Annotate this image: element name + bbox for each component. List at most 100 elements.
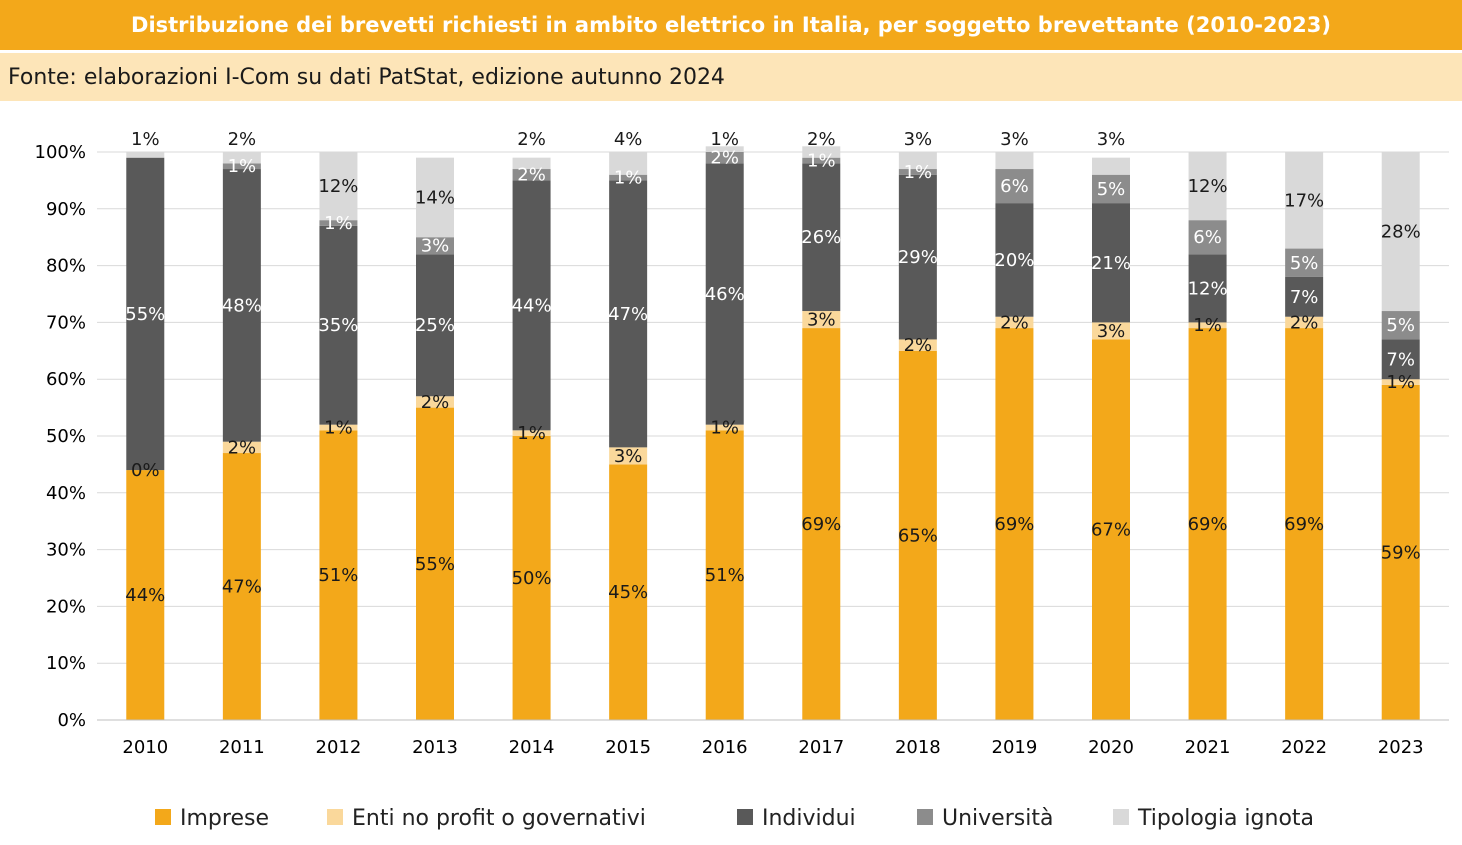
x-tick-label: 2012 [316,737,362,758]
data-label: 59% [1381,542,1421,563]
data-label: 2% [1000,312,1029,333]
legend-swatch [327,809,343,825]
data-label: 47% [222,577,262,598]
bar-segment [1285,152,1324,249]
bar-segment [802,311,841,329]
data-label: 2% [228,129,257,150]
data-label: 1% [324,213,353,234]
data-label: 6% [1000,176,1029,197]
legend-swatch [917,809,933,825]
legend-swatch [1113,809,1129,825]
bar-segment [609,174,648,181]
x-tick-label: 2023 [1378,737,1424,758]
bar-segment [705,152,744,164]
bar-segment [512,430,551,436]
legend-swatch [737,809,753,825]
bar-segment [512,436,551,720]
bar-segment [319,430,358,720]
x-tick-label: 2020 [1088,737,1134,758]
bar-segment [1285,316,1324,329]
data-label: 46% [705,284,745,305]
data-label: 51% [318,565,358,586]
bar-stack-2022: 69% 2% 7% 5% 17% [1284,152,1324,720]
bar-stack-2021: 69% 1% 12% 6% 12% [1188,152,1228,720]
data-label: 65% [898,525,938,546]
bar-segment [222,163,261,170]
y-tick-label: 60% [46,369,86,390]
bar-segment [222,152,261,164]
chart-title: Distribuzione dei brevetti richiesti in … [0,0,1462,50]
bar-segment [609,152,648,175]
bar-segment [705,146,744,152]
bar-stack-2010: 44% 0% 55% 1% [125,129,165,720]
data-label: 7% [1386,349,1415,370]
bar-segment [416,237,454,255]
y-tick-label: 0% [57,710,86,731]
bar-stack-2020: 67% 3% 21% 5% 3% [1091,129,1131,720]
bar-stack-2023: 59% 1%7% 5% 28% [1381,152,1421,720]
x-tick-label: 2015 [605,737,651,758]
data-label: 48% [222,295,262,316]
data-label: 45% [608,582,648,603]
x-tick-label: 2013 [412,737,458,758]
bar-segment [995,203,1034,317]
data-label: 3% [1097,321,1126,342]
bar-segment [416,254,454,397]
bar-segment [705,424,744,431]
bar-segment [1381,379,1420,385]
bar-segment [609,180,648,448]
data-label: 17% [1284,190,1324,211]
data-label: 1% [904,162,933,183]
data-label: 4% [614,129,643,150]
data-label: 69% [1188,514,1228,535]
legend-label: Imprese [180,806,269,831]
bar-segment [319,424,358,431]
data-label: 2% [1290,312,1319,333]
x-tick-label: 2022 [1281,737,1327,758]
data-label: 69% [994,514,1034,535]
bar-segment [1092,322,1130,340]
bar-segment [1092,339,1130,720]
data-label: 2% [421,392,450,413]
data-label: 2% [710,148,739,169]
x-tick-label: 2017 [798,737,844,758]
y-tick-label: 20% [46,596,86,617]
bar-segment [898,152,937,170]
data-label: 3% [614,446,643,467]
bar-segment [1188,152,1227,221]
bar-segment [898,174,937,340]
bar-segment [995,152,1034,170]
data-label: 51% [705,565,745,586]
legend-label: Tipologia ignota [1137,806,1314,831]
data-label: 1% [1193,315,1222,336]
data-label: 14% [415,187,455,208]
bar-segment [1092,174,1130,204]
bar-segment [126,470,165,720]
bar-segment [995,328,1034,720]
y-tick-label: 100% [35,142,86,163]
bar-segment [609,464,648,720]
data-label: 12% [318,176,358,197]
data-label: 0% [131,460,160,481]
data-label: 3% [1000,129,1029,150]
data-label: 3% [421,236,450,257]
bar-segment [1381,339,1420,380]
bar-stack-2013: 55% 2% 25% 3% 14% [415,157,455,720]
data-label: 20% [994,250,1034,271]
bar-segment [995,169,1034,204]
chart-source: Fonte: elaborazioni I-Com su dati PatSta… [0,53,1462,101]
x-tick-label: 2019 [992,737,1038,758]
data-label: 6% [1193,227,1222,248]
y-tick-label: 70% [46,312,86,333]
data-label: 29% [898,247,938,268]
data-label: 2% [517,129,546,150]
data-label: 3% [904,129,933,150]
bar-segment [416,157,454,238]
data-label: 2% [904,335,933,356]
data-label: 69% [1284,514,1324,535]
bar-segment [609,447,648,465]
data-label: 44% [512,295,552,316]
data-label: 2% [807,129,836,150]
y-axis: 0% 10% 20% 30% 40% 50% 60% 70% 80% 90% 100% [35,142,86,731]
bar-segment [802,146,841,158]
